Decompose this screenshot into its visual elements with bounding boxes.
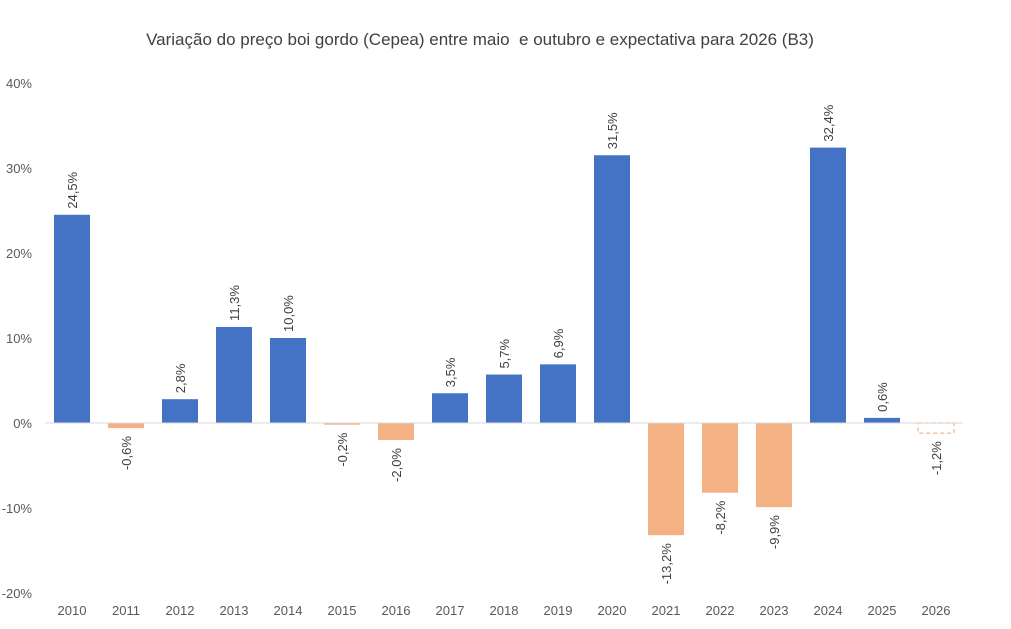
bar-2026 [917,422,955,434]
x-tick-label: 2020 [598,603,627,618]
data-label: 3,5% [443,357,458,387]
y-tick-label: -20% [2,586,33,601]
x-tick-label: 2015 [328,603,357,618]
data-label: 31,5% [605,112,620,149]
data-label: 11,3% [227,285,242,321]
bar-2015 [324,423,360,425]
bar-2019 [540,364,576,423]
bar-2014 [270,338,306,423]
x-tick-label: 2019 [544,603,573,618]
x-tick-label: 2023 [760,603,789,618]
x-tick-label: 2012 [166,603,195,618]
data-label: 2,8% [173,363,188,393]
data-label: 6,9% [551,328,566,358]
x-tick-label: 2018 [490,603,519,618]
x-tick-label: 2013 [220,603,249,618]
data-label: -9,9% [767,515,782,549]
data-label: -0,2% [335,432,350,466]
y-tick-label: -10% [2,501,33,516]
data-label: 24,5% [65,171,80,208]
y-tick-label: 40% [6,76,32,91]
data-label: -1,2% [929,441,944,475]
y-tick-label: 0% [13,416,32,431]
x-tick-label: 2026 [922,603,951,618]
x-tick-label: 2016 [382,603,411,618]
data-label: 10,0% [281,295,296,332]
x-axis: 2010 2011 2012 2013 2014 2015 2016 2017 2018 2019… [45,422,963,618]
bar-2023 [756,423,792,508]
x-tick-label: 2022 [706,603,735,618]
bar-2011 [108,423,144,429]
x-tick-label: 2025 [868,603,897,618]
x-tick-label: 2014 [274,603,303,618]
bars [54,147,955,536]
bar-2025 [864,417,900,423]
bar-2013 [216,326,252,423]
bar-2010 [54,214,90,423]
bar-2021 [648,423,684,536]
bar-2020 [594,155,630,423]
chart-title: Variação do preço boi gordo (Cepea) entr… [146,30,814,49]
y-tick-label: 30% [6,161,32,176]
bar-2018 [486,374,522,423]
data-label: -2,0% [389,448,404,482]
y-axis: 40% 30% 20% 10% 0% -10% -20% [2,76,33,601]
x-tick-label: 2024 [814,603,843,618]
x-tick-label: 2021 [652,603,681,618]
bar-2016 [378,423,414,440]
data-label: 0,6% [875,382,890,412]
y-tick-label: 10% [6,331,32,346]
bar-2017 [432,393,468,423]
data-label: -0,6% [119,436,134,470]
data-labels: 24,5% -0,6% 2,8% 11,3% 10,0% -0,2% -2,0% 3,5% 5,… [65,104,944,584]
bar-2024 [810,147,846,423]
data-label: -8,2% [713,500,728,534]
x-tick-label: 2011 [112,603,140,618]
data-label: 5,7% [497,338,512,368]
bar-2022 [702,423,738,493]
data-label: -13,2% [659,543,674,585]
y-tick-label: 20% [6,246,32,261]
x-tick-label: 2017 [436,603,465,618]
x-tick-label: 2010 [58,603,87,618]
data-label: 32,4% [821,104,836,141]
bar-2012 [162,399,198,423]
